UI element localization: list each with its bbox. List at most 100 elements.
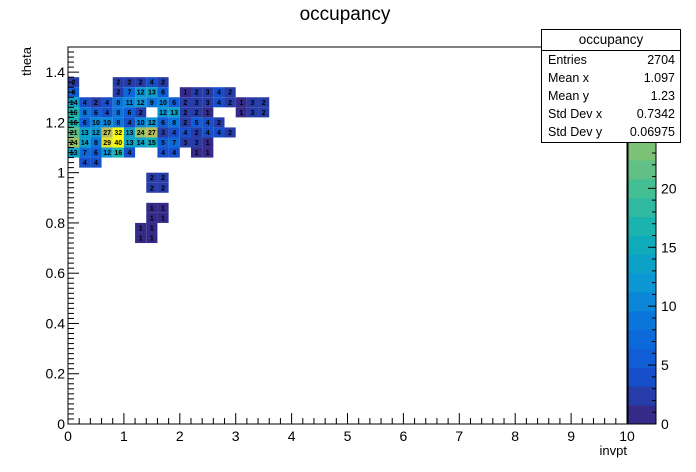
cell-value-label: 2	[94, 100, 98, 107]
heatmap-cell	[157, 182, 169, 193]
heatmap-cell	[101, 107, 113, 118]
cell-value-label: 6	[161, 90, 165, 97]
cell-value-label: 4	[83, 160, 87, 167]
stats-row: Std Dev y 0.06975	[542, 123, 680, 141]
heatmap-cell	[90, 97, 102, 108]
heatmap-cell	[123, 97, 136, 108]
heatmap-cell	[246, 107, 259, 118]
heatmap-cell	[79, 137, 91, 148]
heatmap-cell	[157, 172, 169, 183]
cell-value-label: 2	[262, 110, 266, 117]
cell-value-label: 1	[139, 225, 143, 232]
cell-value-label: 14	[70, 100, 78, 107]
cell-value-label: 1	[239, 110, 243, 117]
heatmap-cell	[258, 97, 270, 108]
heatmap-cell	[190, 107, 203, 118]
cell-value-label: 8	[116, 120, 120, 127]
cell-value-label: 3	[161, 130, 165, 137]
colorbar-band	[628, 235, 656, 255]
cell-value-label: 6	[94, 110, 98, 117]
colorbar-tick-label: 20	[661, 180, 677, 196]
colorbar-tick-label: 0	[661, 416, 669, 432]
colorbar-band	[628, 273, 656, 293]
y-tick-label: 0.6	[46, 265, 66, 281]
cell-value-label: 2	[228, 90, 232, 97]
stats-row: Std Dev x 0.7342	[542, 105, 680, 123]
heatmap-cell	[146, 222, 158, 233]
heatmap-cell	[179, 127, 191, 138]
heatmap-cell	[179, 97, 191, 108]
heatmap-cell	[202, 137, 214, 148]
colorbar-band	[628, 386, 656, 406]
x-tick-label: 0	[64, 428, 72, 444]
x-tick-label: 8	[511, 428, 519, 444]
cell-value-label: 4	[217, 130, 221, 137]
stats-label: Std Dev x	[548, 107, 603, 121]
y-tick-label: 0	[57, 416, 65, 432]
cell-value-label: 1	[139, 236, 143, 243]
stats-value: 0.06975	[629, 125, 675, 139]
colorbar-tick-label: 5	[661, 357, 669, 373]
heatmap-cell	[168, 147, 180, 158]
cell-value-label: 13	[126, 130, 134, 137]
y-axis-label: theta	[19, 46, 34, 76]
cell-value-label: 2	[183, 110, 187, 117]
cell-value-label: 2	[161, 80, 165, 87]
heatmap-cell	[179, 137, 191, 148]
heatmap-cell	[157, 107, 169, 118]
stats-value: 2704	[647, 53, 675, 67]
stats-label: Mean y	[548, 89, 589, 103]
heatmap-cell	[112, 77, 124, 88]
heatmap-cell	[157, 87, 169, 98]
cell-value-label: 4	[206, 130, 210, 137]
heatmap-cell	[258, 107, 270, 118]
cell-value-label: 1	[161, 215, 165, 222]
cell-value-label: 4	[183, 130, 187, 137]
cell-value-label: 27	[148, 130, 156, 137]
cell-value-label: 4	[217, 100, 221, 107]
heatmap-cell	[135, 97, 147, 108]
heatmap-cell	[168, 127, 180, 138]
cell-value-label: 1	[150, 225, 154, 232]
cell-value-label: 4	[94, 160, 98, 167]
cell-value-label: 16	[70, 110, 78, 117]
cell-value-label: 4	[105, 110, 109, 117]
heatmap-cell	[79, 97, 91, 108]
heatmap-cell	[224, 97, 236, 108]
heatmap-cell	[157, 127, 169, 138]
cell-value-label: 7	[128, 90, 132, 97]
heatmap-cell	[79, 127, 91, 138]
cell-value-label: 8	[172, 120, 176, 127]
heatmap-cell	[123, 107, 136, 118]
cell-value-label: 40	[114, 140, 122, 147]
heatmap-cell	[90, 117, 102, 128]
cell-value-label: 32	[114, 130, 122, 137]
heatmap-cell	[135, 137, 147, 148]
cell-value-label: 4	[172, 130, 176, 137]
heatmap-cell	[224, 127, 236, 138]
heatmap-cell	[123, 87, 136, 98]
stats-title: occupancy	[542, 30, 680, 51]
stats-row: Mean y 1.23	[542, 87, 680, 105]
stats-label: Entries	[548, 53, 587, 67]
cell-value-label: 4	[105, 100, 109, 107]
cell-value-label: 4	[206, 120, 210, 127]
cell-value-label: 2	[228, 100, 232, 107]
heatmap-cell	[112, 87, 124, 98]
heatmap-cell	[90, 137, 102, 148]
cell-value-label: 4	[217, 90, 221, 97]
colorbar-band	[628, 348, 656, 368]
heatmap-cell	[90, 147, 102, 158]
cell-value-label: 24	[137, 130, 145, 137]
heatmap-cell	[202, 107, 214, 118]
heatmap-cell	[101, 117, 113, 128]
heatmap-cell	[190, 97, 203, 108]
cell-value-label: 6	[172, 100, 176, 107]
cell-value-label: 2	[195, 110, 199, 117]
cell-value-label: 29	[103, 140, 111, 147]
cell-value-label: 6	[161, 120, 165, 127]
cell-value-label: 12	[137, 90, 145, 97]
y-tick-label: 1.2	[46, 114, 66, 130]
heatmap-cell	[135, 232, 147, 244]
heatmap-cell	[101, 137, 113, 148]
